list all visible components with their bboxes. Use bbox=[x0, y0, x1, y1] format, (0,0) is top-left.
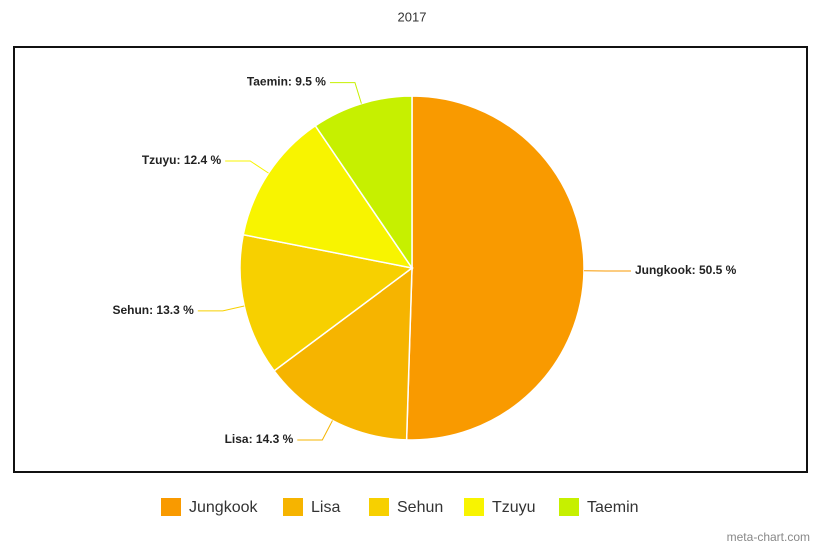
legend-label: Jungkook bbox=[189, 499, 258, 516]
watermark: meta-chart.com bbox=[727, 530, 810, 544]
legend-label: Taemin bbox=[587, 499, 639, 516]
legend-swatch bbox=[369, 498, 389, 516]
legend-swatch bbox=[559, 498, 579, 516]
pie-slice bbox=[242, 124, 414, 270]
chart-title: 2017 bbox=[398, 9, 427, 24]
legend-label: Sehun bbox=[397, 499, 443, 516]
legend-swatch bbox=[464, 498, 484, 516]
leader-line bbox=[329, 82, 362, 104]
pie-slice bbox=[314, 95, 413, 271]
data-label: Sehun: 13.3 % bbox=[112, 303, 194, 317]
data-label: Jungkook: 50.5 % bbox=[635, 263, 737, 277]
pie-slice bbox=[273, 266, 413, 441]
leader-line bbox=[297, 420, 333, 441]
leader-line bbox=[197, 305, 245, 312]
data-label: Tzuyu: 12.4 % bbox=[142, 153, 222, 167]
data-label: Lisa: 14.3 % bbox=[225, 432, 294, 446]
legend-label: Tzuyu bbox=[492, 499, 536, 516]
data-label: Taemin: 9.5 % bbox=[247, 75, 326, 89]
legend-label: Lisa bbox=[311, 499, 340, 516]
legend-swatch bbox=[283, 498, 303, 516]
legend-swatch bbox=[161, 498, 181, 516]
leader-line bbox=[225, 160, 269, 174]
